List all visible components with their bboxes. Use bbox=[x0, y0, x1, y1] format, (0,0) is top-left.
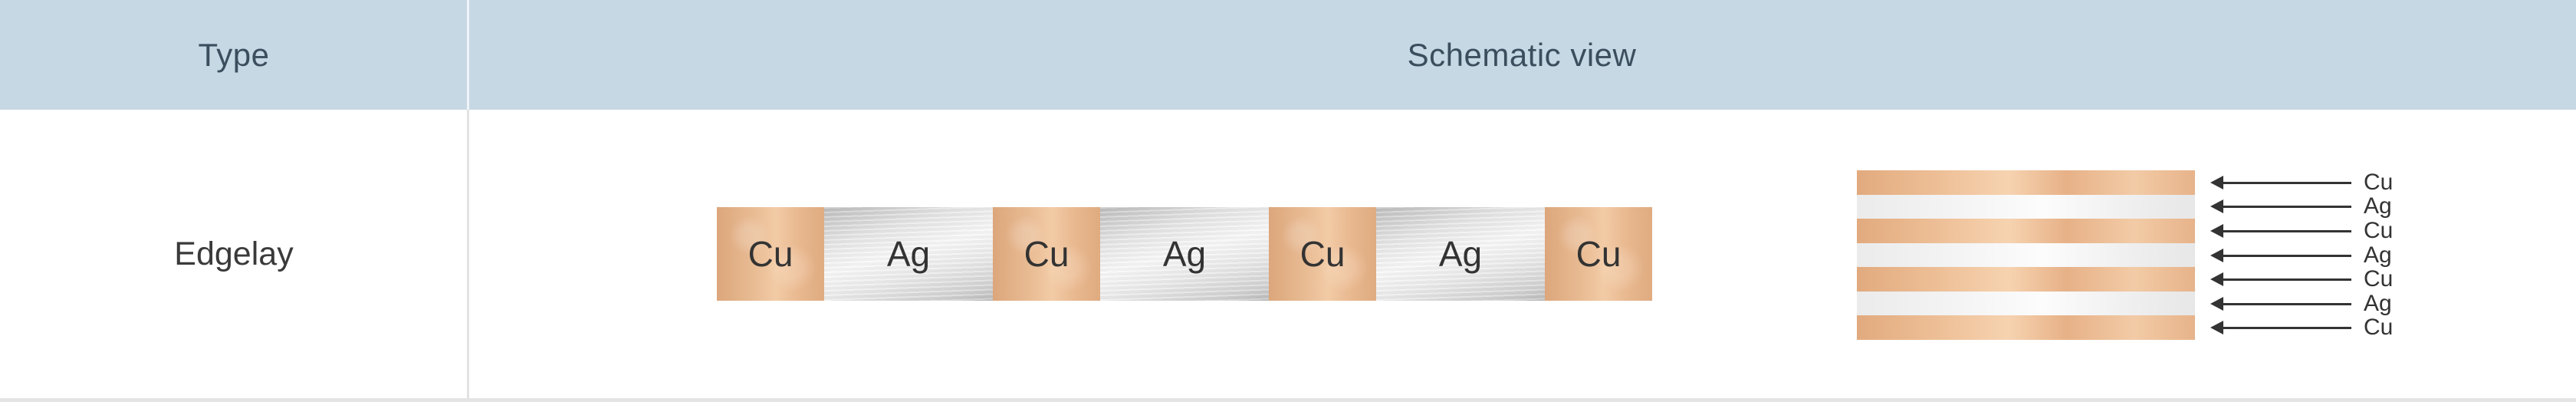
stack-layer-label: Cu bbox=[2364, 217, 2394, 243]
inline-clad-bar-schematic: Cu Ag Cu Ag Cu Ag Cu bbox=[717, 207, 1652, 301]
arrowhead-icon bbox=[2210, 321, 2223, 335]
column-divider-body bbox=[467, 110, 469, 402]
header-label-type: Type bbox=[198, 36, 270, 73]
stack-annotation-row: Ag bbox=[2210, 243, 2393, 268]
arrow-line bbox=[2218, 181, 2351, 184]
bar-segment-label: Cu bbox=[1576, 234, 1622, 274]
arrowhead-icon bbox=[2210, 296, 2223, 311]
left-arrow-icon bbox=[2210, 248, 2351, 262]
stack-layer-cu bbox=[1857, 219, 2195, 243]
left-arrow-icon bbox=[2210, 175, 2351, 189]
stack-annotation-row: Ag bbox=[2210, 292, 2393, 316]
arrowhead-icon bbox=[2210, 248, 2223, 262]
arrowhead-icon bbox=[2210, 199, 2223, 214]
arrow-line bbox=[2218, 302, 2351, 305]
stack-annotation-row: Cu bbox=[2210, 219, 2393, 243]
left-arrow-icon bbox=[2210, 272, 2351, 287]
stack-layer-ag bbox=[1857, 291, 2195, 316]
left-arrow-icon bbox=[2210, 199, 2351, 214]
stack-layer-label: Ag bbox=[2364, 193, 2392, 219]
stack-layer-label: Cu bbox=[2364, 266, 2394, 292]
table-bottom-border bbox=[0, 398, 2576, 402]
header-label-schematic-view: Schematic view bbox=[1407, 36, 1637, 73]
bar-segment-ag: Ag bbox=[1376, 207, 1545, 301]
stack-layer-cu bbox=[1857, 267, 2195, 292]
arrow-line bbox=[2218, 254, 2351, 257]
stack-layer-ag bbox=[1857, 194, 2195, 219]
arrowhead-icon bbox=[2210, 175, 2223, 189]
header-cell-type: Type bbox=[0, 0, 468, 110]
layer-stack-schematic bbox=[1857, 170, 2195, 341]
bar-segment-ag: Ag bbox=[824, 207, 993, 301]
table-header-row: Type Schematic view bbox=[0, 0, 2576, 110]
stack-layer-ag bbox=[1857, 242, 2195, 268]
column-divider-header bbox=[467, 0, 469, 110]
bar-segment-label: Cu bbox=[1300, 234, 1346, 274]
bar-segment-label: Cu bbox=[748, 234, 794, 274]
bar-segment-cu: Cu bbox=[993, 207, 1100, 301]
stack-layer-label: Ag bbox=[2364, 242, 2392, 268]
bar-segment-cu: Cu bbox=[717, 207, 824, 301]
bar-segment-label: Ag bbox=[886, 234, 931, 274]
arrow-line bbox=[2218, 278, 2351, 282]
bar-segment-ag: Ag bbox=[1100, 207, 1269, 301]
stack-layer-cu bbox=[1857, 170, 2195, 195]
stack-layer-label: Cu bbox=[2364, 169, 2394, 195]
bar-segment-cu: Cu bbox=[1545, 207, 1652, 301]
bar-segment-label: Ag bbox=[1162, 234, 1207, 274]
stack-layer-label: Ag bbox=[2364, 290, 2392, 316]
stack-layer-cu bbox=[1857, 315, 2195, 341]
stack-annotation-row: Cu bbox=[2210, 170, 2393, 195]
arrow-line bbox=[2218, 206, 2351, 209]
type-value: Edgelay bbox=[174, 235, 294, 272]
bar-segment-label: Ag bbox=[1438, 234, 1483, 274]
left-arrow-icon bbox=[2210, 296, 2351, 311]
bar-segment-label: Cu bbox=[1024, 234, 1070, 274]
arrowhead-icon bbox=[2210, 272, 2223, 287]
stack-annotation-row: Cu bbox=[2210, 267, 2393, 292]
stack-annotation-row: Ag bbox=[2210, 195, 2393, 219]
left-arrow-icon bbox=[2210, 321, 2351, 335]
stack-annotation-row: Cu bbox=[2210, 315, 2393, 340]
layer-stack-annotations: Cu Ag Cu Ag Cu Ag Cu bbox=[2210, 170, 2393, 340]
left-arrow-icon bbox=[2210, 223, 2351, 238]
arrow-line bbox=[2218, 229, 2351, 232]
arrow-line bbox=[2218, 327, 2351, 330]
stack-layer-label: Cu bbox=[2364, 315, 2394, 341]
header-cell-schematic-view: Schematic view bbox=[468, 0, 2576, 110]
bar-segment-cu: Cu bbox=[1269, 207, 1376, 301]
row-cell-type: Edgelay bbox=[0, 110, 468, 398]
arrowhead-icon bbox=[2210, 223, 2223, 238]
